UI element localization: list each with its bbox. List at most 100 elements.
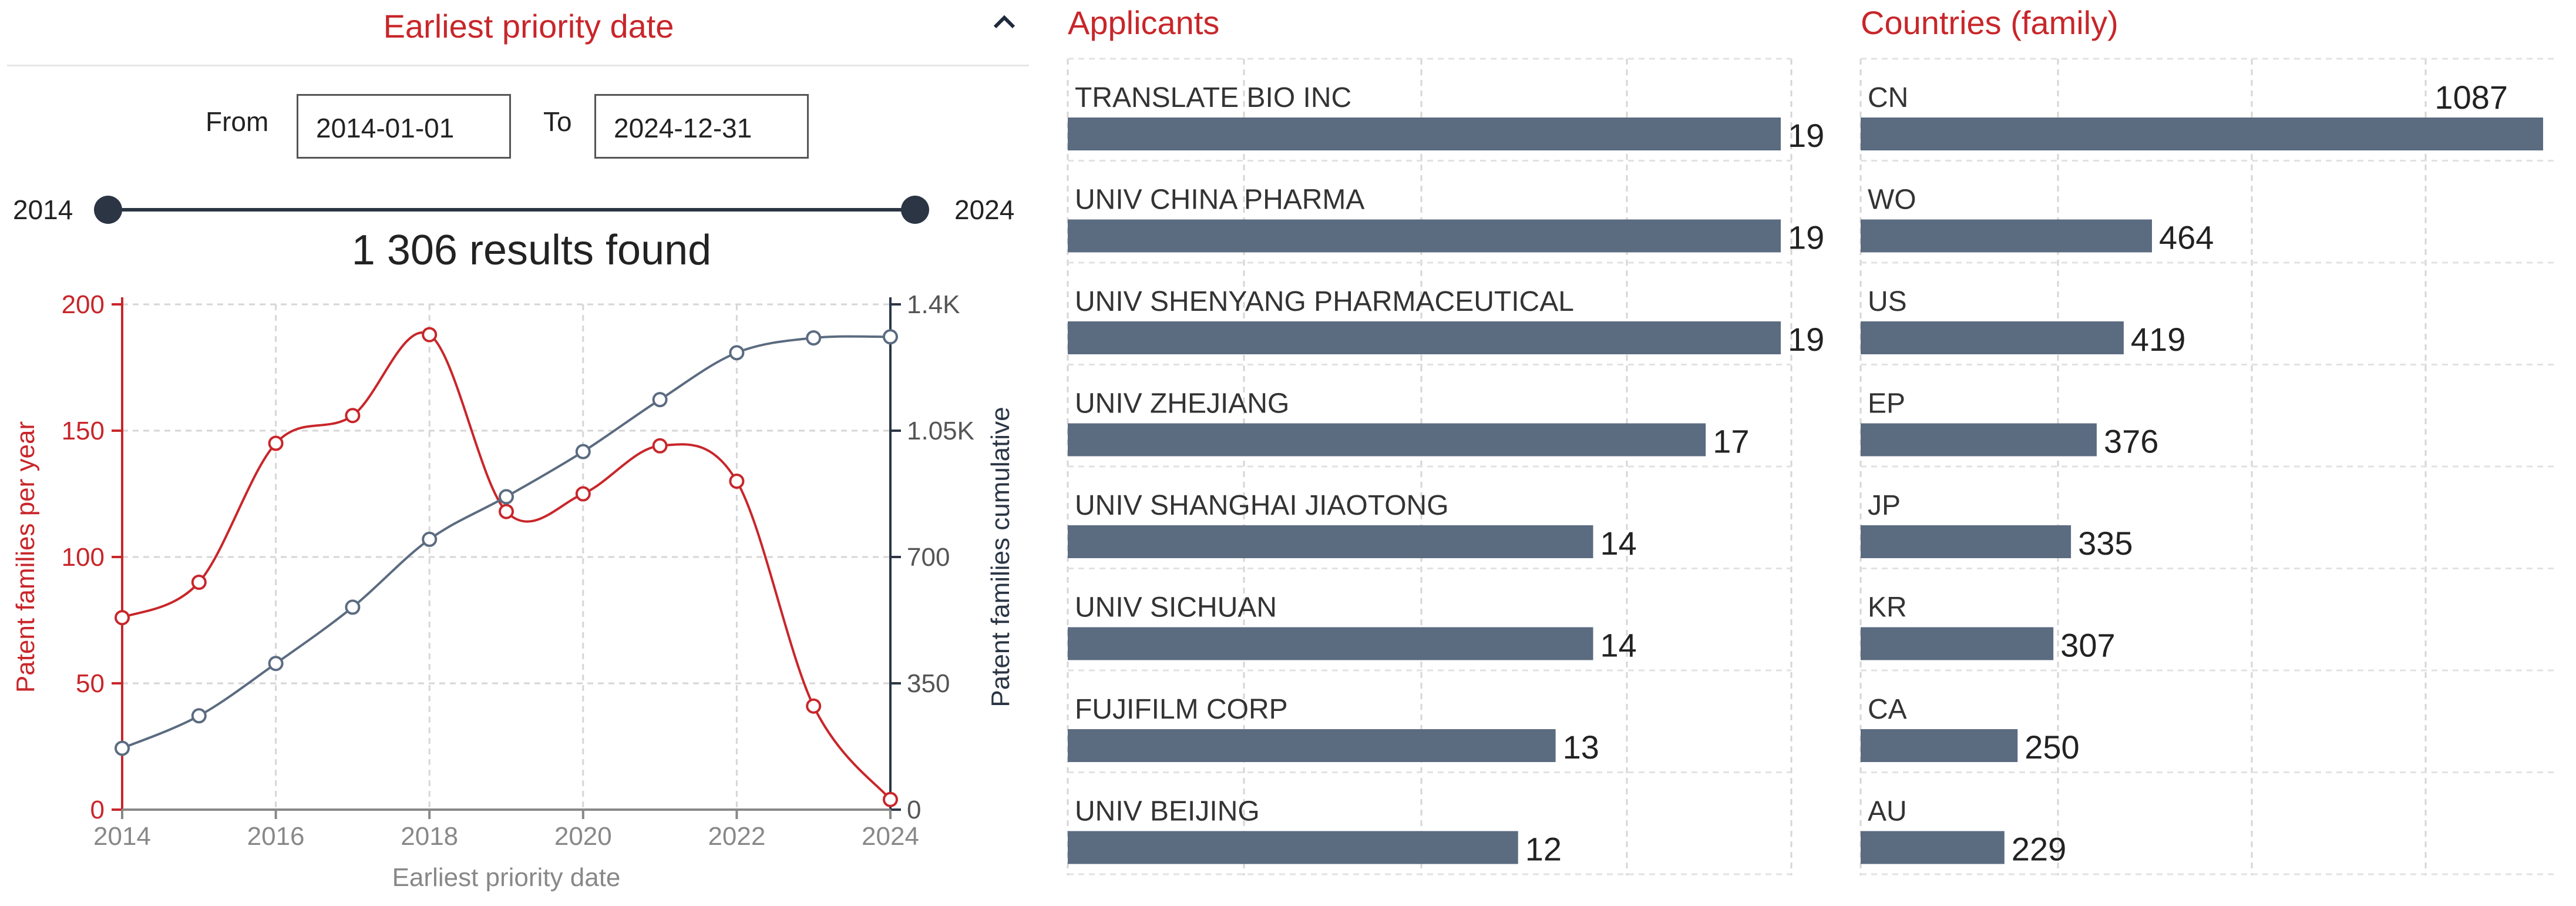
x-tick-label: 2020 xyxy=(554,822,612,851)
bar-category-label: US xyxy=(1868,286,1907,317)
bar xyxy=(1861,729,2018,762)
panel-title: Earliest priority date xyxy=(383,8,674,45)
bar-value-label: 17 xyxy=(1713,423,1749,460)
data-point-cumulative xyxy=(115,740,130,756)
x-axis-title: Earliest priority date xyxy=(392,863,621,892)
data-point-cumulative xyxy=(422,531,438,547)
year-range-slider-track[interactable] xyxy=(107,208,916,212)
results-count: 1 306 results found xyxy=(351,227,712,274)
bar-value-label: 19 xyxy=(1788,219,1824,256)
data-point-per-year xyxy=(499,504,514,519)
bar xyxy=(1068,525,1593,558)
bar-value-label: 250 xyxy=(2025,729,2079,766)
left-y-tick-label: 200 xyxy=(62,290,105,319)
bar xyxy=(1068,118,1781,150)
to-date-input[interactable]: 2024-12-31 xyxy=(594,94,809,159)
slider-min-label: 2014 xyxy=(13,194,73,225)
bar-category-label: AU xyxy=(1868,796,1907,827)
bar-category-label: KR xyxy=(1868,592,1907,623)
data-point-per-year xyxy=(883,791,898,807)
bar-value-label: 13 xyxy=(1563,729,1599,766)
bar-chart-title: Applicants xyxy=(1068,4,1219,41)
bar-category-label: UNIV SICHUAN xyxy=(1075,592,1277,623)
bar-value-label: 335 xyxy=(2078,525,2133,562)
x-tick-label: 2014 xyxy=(93,822,151,851)
bar xyxy=(1861,219,2153,253)
bar-value-label: 19 xyxy=(1788,117,1824,154)
left-y-axis-title: Patent families per year xyxy=(11,421,40,693)
data-point-per-year xyxy=(652,438,668,454)
from-date-input[interactable]: 2014-01-01 xyxy=(297,94,511,159)
bar-value-label: 19 xyxy=(1788,321,1824,358)
bar-category-label: WO xyxy=(1868,184,1916,216)
data-point-per-year xyxy=(422,327,438,343)
data-point-per-year xyxy=(729,474,745,489)
right-y-tick-label: 700 xyxy=(907,543,950,572)
title-divider xyxy=(7,65,1029,66)
bar xyxy=(1861,525,2071,558)
series-line-cumulative xyxy=(122,335,891,750)
bar-value-label: 419 xyxy=(2131,321,2185,358)
bar-category-label: TRANSLATE BIO INC xyxy=(1075,82,1351,113)
bar-category-label: CA xyxy=(1868,694,1907,725)
bar-category-label: UNIV ZHEJIANG xyxy=(1075,388,1289,420)
x-tick-label: 2016 xyxy=(247,822,305,851)
bar-value-label: 12 xyxy=(1525,831,1562,868)
bar xyxy=(1861,118,2543,150)
bar-value-label: 307 xyxy=(2060,627,2115,664)
right-y-axis-title: Patent families cumulative xyxy=(986,407,1015,707)
right-y-tick-label: 1.05K xyxy=(907,417,974,445)
slider-max-handle[interactable] xyxy=(901,196,929,224)
bar xyxy=(1861,423,2097,457)
bar-category-label: UNIV BEIJING xyxy=(1075,796,1260,827)
left-y-tick-label: 0 xyxy=(90,796,105,824)
bar-value-label: 1087 xyxy=(2434,79,2508,116)
data-point-cumulative xyxy=(268,656,284,672)
bar-value-label: 14 xyxy=(1600,525,1637,562)
x-tick-label: 2022 xyxy=(708,822,765,851)
chevron-up-icon[interactable] xyxy=(987,5,1022,40)
bar xyxy=(1068,831,1518,864)
data-point-per-year xyxy=(115,610,130,626)
right-y-tick-label: 350 xyxy=(907,669,950,698)
bar xyxy=(1068,423,1706,457)
right-y-tick-label: 1.4K xyxy=(907,290,960,319)
data-point-cumulative xyxy=(575,444,591,459)
data-point-cumulative xyxy=(806,330,822,346)
bar xyxy=(1861,831,2005,864)
bar-category-label: UNIV SHENYANG PHARMACEUTICAL xyxy=(1075,286,1574,317)
x-tick-label: 2018 xyxy=(401,822,458,851)
left-y-tick-label: 150 xyxy=(62,417,105,445)
data-point-cumulative xyxy=(729,345,745,361)
data-point-cumulative xyxy=(883,329,898,345)
bar-value-label: 14 xyxy=(1600,627,1637,664)
line-chart: 0 50 100 150 200 0 350 700 1.05K 1.4K 2014 2016 2018… xyxy=(11,290,1015,892)
series-line-per-year xyxy=(122,331,892,801)
left-y-tick-label: 50 xyxy=(76,669,105,698)
bar-value-label: 229 xyxy=(2012,831,2066,868)
bar-category-label: JP xyxy=(1868,490,1901,521)
data-point-cumulative xyxy=(345,599,361,615)
from-label: From xyxy=(206,106,269,137)
data-point-per-year xyxy=(191,575,207,590)
data-point-per-year xyxy=(575,486,591,502)
data-point-per-year xyxy=(345,408,361,424)
bar-category-label: FUJIFILM CORP xyxy=(1075,694,1288,725)
bar xyxy=(1068,219,1781,253)
to-label: To xyxy=(543,106,572,137)
bar-category-label: UNIV CHINA PHARMA xyxy=(1075,184,1364,216)
left-y-tick-label: 100 xyxy=(62,543,105,572)
bar-value-label: 376 xyxy=(2104,423,2158,460)
bar xyxy=(1068,321,1781,354)
data-point-per-year xyxy=(268,435,284,451)
slider-min-handle[interactable] xyxy=(94,196,122,224)
countries-bar-chart: Countries (family) CN 1087 WO 464 US 419 EP 376 J… xyxy=(1859,4,2555,875)
bar-value-label: 464 xyxy=(2159,219,2214,256)
right-y-tick-label: 0 xyxy=(907,796,921,824)
applicants-bar-chart: Applicants TRANSLATE BIO INC 19 UNIV CHINA … xyxy=(1067,4,1824,875)
x-tick-label: 2024 xyxy=(862,822,919,851)
data-point-per-year xyxy=(806,698,822,714)
bar xyxy=(1861,627,2054,660)
data-point-cumulative xyxy=(191,708,207,724)
